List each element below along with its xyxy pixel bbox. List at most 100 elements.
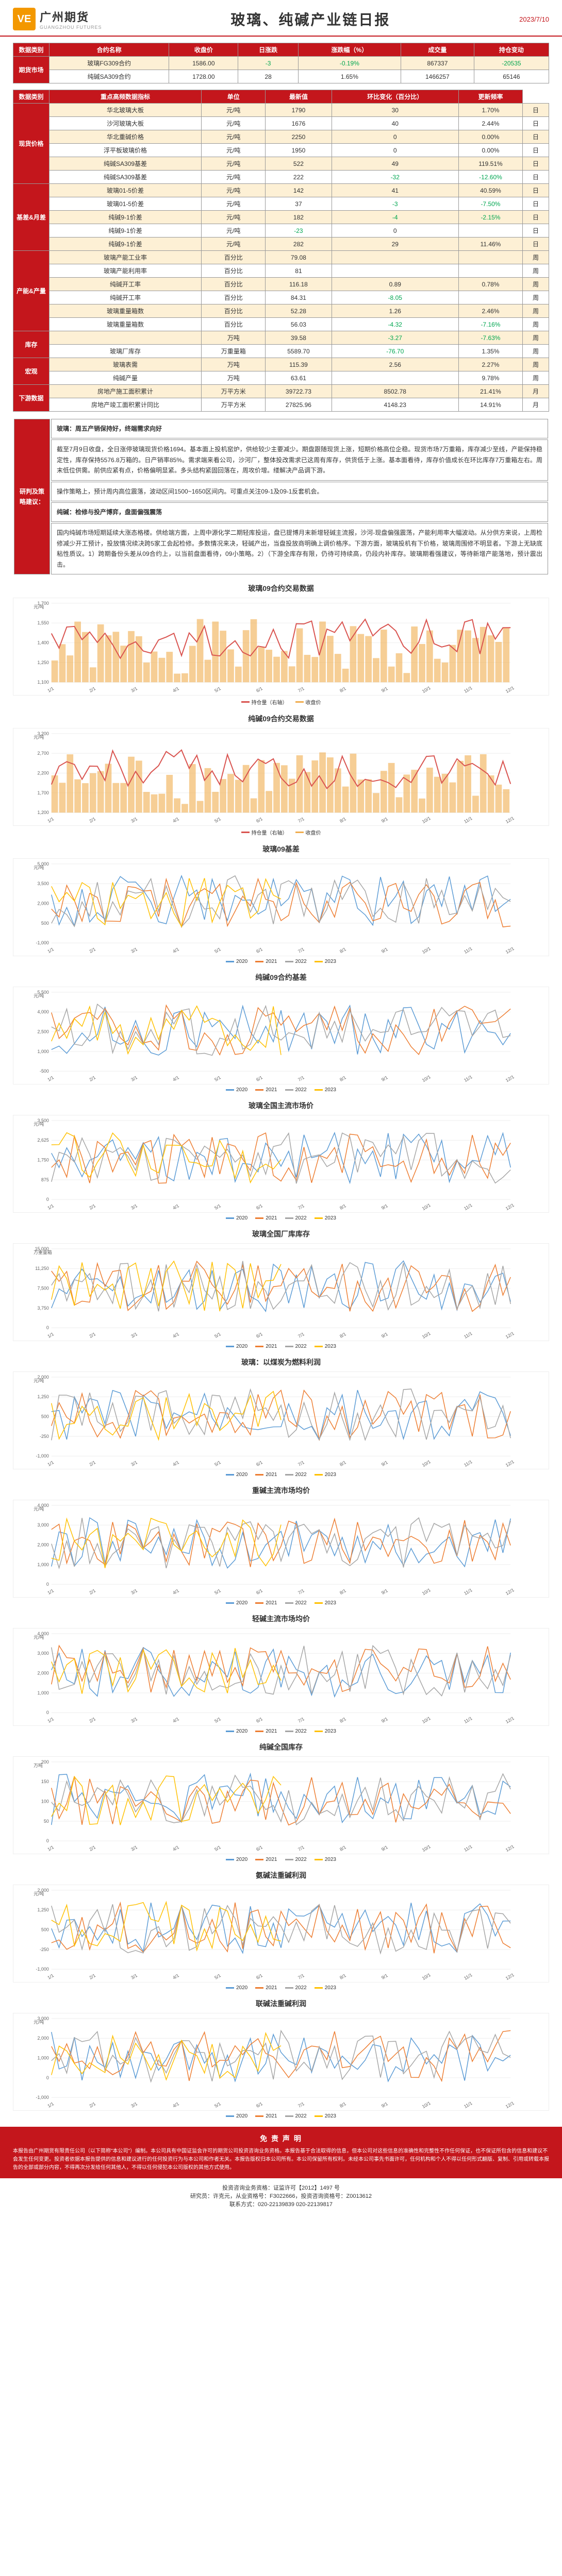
svg-text:1/1: 1/1 [46, 1973, 55, 1980]
report-header: VE 广州期货 GUANGZHOU FUTURES 玻璃、纯碱产业链日报 202… [0, 0, 562, 37]
svg-text:6/1: 6/1 [255, 686, 263, 693]
svg-text:10/1: 10/1 [421, 946, 432, 955]
svg-text:-1,000: -1,000 [36, 1453, 49, 1459]
svg-text:3,000: 3,000 [38, 1522, 49, 1528]
svg-text:5/1: 5/1 [213, 1075, 222, 1082]
svg-text:8/1: 8/1 [339, 1203, 347, 1211]
svg-text:8/1: 8/1 [339, 1588, 347, 1596]
svg-text:11/1: 11/1 [463, 1716, 473, 1724]
svg-text:2,000: 2,000 [38, 1542, 49, 1547]
logo-mark: VE [13, 8, 36, 30]
svg-text:2/1: 2/1 [88, 946, 96, 954]
svg-text:元/吨: 元/吨 [34, 1891, 44, 1896]
svg-text:1/1: 1/1 [46, 946, 55, 954]
chart-0: 玻璃09合约交易数据1,1001,2501,4001,5501,7001/12/… [13, 583, 549, 706]
svg-text:3/1: 3/1 [130, 1075, 138, 1082]
svg-text:1/1: 1/1 [46, 1203, 55, 1211]
svg-text:12/1: 12/1 [505, 946, 515, 955]
svg-text:500: 500 [41, 921, 49, 926]
svg-text:9/1: 9/1 [381, 1973, 389, 1980]
report-date: 2023/7/10 [519, 15, 549, 23]
svg-text:3/1: 3/1 [130, 2101, 138, 2109]
svg-text:10/1: 10/1 [421, 1459, 432, 1468]
svg-text:4/1: 4/1 [172, 2101, 180, 2109]
svg-text:10/1: 10/1 [421, 2100, 432, 2109]
svg-text:1,700: 1,700 [38, 790, 49, 795]
svg-text:2/1: 2/1 [88, 816, 96, 824]
svg-text:150: 150 [41, 1779, 49, 1784]
svg-text:12/1: 12/1 [505, 1331, 515, 1340]
svg-text:10/1: 10/1 [421, 1587, 432, 1596]
svg-text:8/1: 8/1 [339, 1716, 347, 1724]
svg-text:5/1: 5/1 [213, 1588, 222, 1596]
disclaimer: 免 责 声 明 本报告由广州期货有限责任公司（以下简称"本公司"）编制。本公司具… [0, 2127, 562, 2178]
svg-text:2,000: 2,000 [38, 2036, 49, 2041]
footer-license: 投资咨询业务资格：证监许可【2012】1497 号 [5, 2183, 557, 2192]
svg-text:3/1: 3/1 [130, 1973, 138, 1980]
svg-text:元/吨: 元/吨 [34, 865, 44, 870]
chart-10: 氨碱法重碱利润-1,000-2505001,2502,0001/12/13/14… [13, 1870, 549, 1991]
svg-text:6/1: 6/1 [255, 1203, 263, 1211]
futures-table: 数据类别合约名称收盘价日涨跌涨跌幅（%）成交量持仓变动 期货市场玻璃FG309合… [13, 43, 549, 83]
svg-text:10/1: 10/1 [421, 1331, 432, 1340]
svg-text:0: 0 [46, 2075, 49, 2080]
svg-text:5/1: 5/1 [213, 1331, 222, 1339]
svg-text:1,000: 1,000 [38, 1562, 49, 1567]
svg-text:7/1: 7/1 [297, 946, 305, 954]
analysis-p5: 国内纯碱市场短期延续大涨态格楼。供给端方面，上周中源化学二期轻库投运，盘已提博月… [51, 523, 548, 574]
svg-text:11/1: 11/1 [463, 1331, 473, 1340]
analysis-p1: 玻璃：周五产销保持好，终端需求向好 [51, 419, 548, 438]
svg-text:6/1: 6/1 [255, 1973, 263, 1980]
analysis-block: 研判及策略建议： 玻璃：周五产销保持好，终端需求向好 截至7月9日收盘，全日涨停… [13, 418, 549, 575]
analysis-p4: 纯碱：检修与投产博弈，盘面偏强震荡 [51, 502, 548, 522]
svg-text:元/吨: 元/吨 [34, 604, 44, 609]
svg-text:8/1: 8/1 [339, 2101, 347, 2109]
svg-text:6/1: 6/1 [255, 1844, 263, 1852]
chart-7: 重碱主流市场均价01,0002,0003,0004,0001/12/13/14/… [13, 1485, 549, 1606]
svg-text:1/1: 1/1 [46, 1075, 55, 1082]
svg-text:1,000: 1,000 [38, 2055, 49, 2060]
svg-text:1/1: 1/1 [46, 816, 55, 824]
svg-text:8/1: 8/1 [339, 686, 347, 693]
svg-text:0: 0 [46, 1325, 49, 1330]
svg-text:8/1: 8/1 [339, 1331, 347, 1339]
svg-text:5/1: 5/1 [213, 1460, 222, 1467]
svg-text:50: 50 [44, 1819, 49, 1824]
svg-text:7/1: 7/1 [297, 1973, 305, 1980]
svg-text:4/1: 4/1 [172, 686, 180, 693]
svg-text:-1,000: -1,000 [36, 940, 49, 945]
svg-text:100: 100 [41, 1799, 49, 1804]
svg-text:11,250: 11,250 [35, 1266, 49, 1271]
svg-text:7/1: 7/1 [297, 1588, 305, 1596]
svg-text:万吨: 万吨 [34, 1762, 43, 1768]
svg-text:2/1: 2/1 [88, 1203, 96, 1211]
svg-text:10/1: 10/1 [421, 1844, 432, 1853]
svg-text:12/1: 12/1 [505, 1587, 515, 1596]
svg-text:8/1: 8/1 [339, 946, 347, 954]
svg-text:11/1: 11/1 [463, 1587, 473, 1596]
svg-text:3/1: 3/1 [130, 686, 138, 693]
svg-text:9/1: 9/1 [381, 1075, 389, 1082]
chart-5: 玻璃全国厂库库存03,7507,50011,25015,0001/12/13/1… [13, 1229, 549, 1349]
svg-text:5/1: 5/1 [213, 946, 222, 954]
svg-text:1/1: 1/1 [46, 1460, 55, 1467]
svg-text:2/1: 2/1 [88, 1460, 96, 1467]
svg-text:7/1: 7/1 [297, 816, 305, 824]
svg-text:元/吨: 元/吨 [34, 734, 44, 740]
svg-text:5/1: 5/1 [213, 1844, 222, 1852]
svg-text:9/1: 9/1 [381, 1716, 389, 1724]
svg-text:3/1: 3/1 [130, 946, 138, 954]
svg-text:500: 500 [41, 1927, 49, 1932]
disclaimer-title: 免 责 声 明 [13, 2133, 549, 2144]
svg-text:6/1: 6/1 [255, 816, 263, 824]
logo-en: GUANGZHOU FUTURES [40, 25, 102, 30]
svg-text:10/1: 10/1 [421, 1074, 432, 1083]
svg-text:1/1: 1/1 [46, 686, 55, 693]
svg-text:3,750: 3,750 [38, 1306, 49, 1311]
svg-text:2,625: 2,625 [38, 1138, 49, 1143]
svg-text:4,000: 4,000 [38, 1009, 49, 1014]
svg-text:2/1: 2/1 [88, 1844, 96, 1852]
svg-text:5/1: 5/1 [213, 1973, 222, 1980]
footer-contact: 联系方式：020-22139839 020-22139817 [5, 2200, 557, 2208]
svg-text:1/1: 1/1 [46, 1716, 55, 1724]
